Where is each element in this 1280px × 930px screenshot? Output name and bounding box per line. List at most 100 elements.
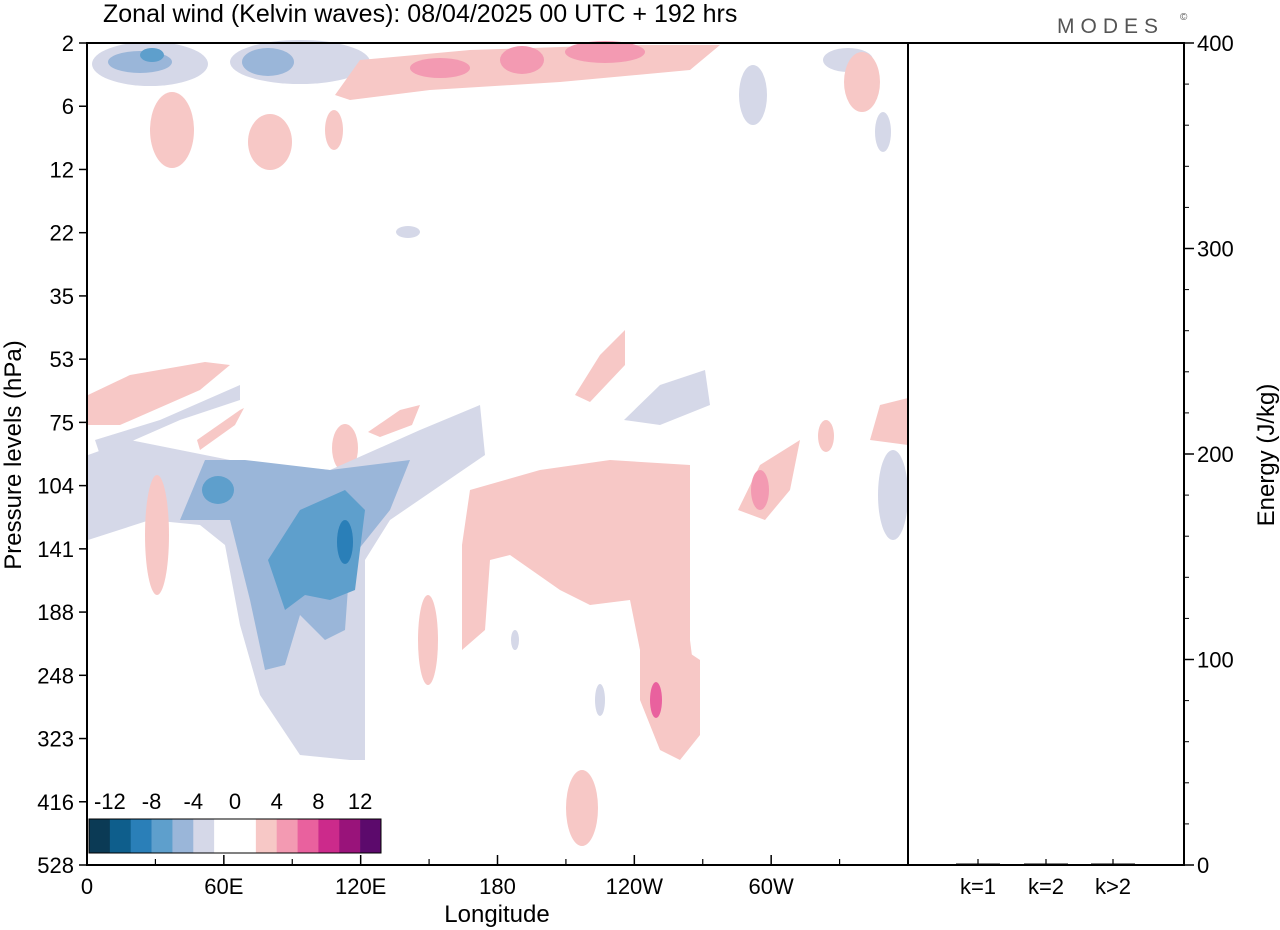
x-axis: 0 60E 120E 180 120W 60W xyxy=(81,855,841,899)
modes-logo: MODES © xyxy=(1057,12,1188,38)
neg-blob-188hpa xyxy=(511,630,519,650)
x-tick-label: 60W xyxy=(749,874,794,899)
pos-blob-104hpa-east-core xyxy=(751,470,769,510)
pos-blob-90hpa xyxy=(818,420,834,452)
y-tick-label: 22 xyxy=(50,221,74,246)
colorbar-label: 4 xyxy=(271,789,283,814)
logo-text: MODES xyxy=(1057,15,1164,38)
x-tick-label: 60E xyxy=(204,874,243,899)
energy-category-label: k>2 xyxy=(1095,874,1131,899)
y-tick-label: 75 xyxy=(50,410,74,435)
energy-tick-label: 400 xyxy=(1197,31,1234,56)
pos-blob-141hpa-west xyxy=(145,475,169,595)
x-tick-label: 180 xyxy=(479,874,516,899)
colorbar-swatch xyxy=(255,819,278,853)
colorbar-swatch xyxy=(235,819,257,853)
energy-panel-frame xyxy=(907,42,1185,866)
pos-blob-75hpa-mid xyxy=(197,408,244,450)
energy-category-label: k=2 xyxy=(1028,874,1064,899)
pos-blob-104hpa-east xyxy=(738,440,800,520)
y-tick-label: 416 xyxy=(37,790,74,815)
colorbar-swatch xyxy=(360,819,382,853)
pos-blob-upper-west xyxy=(150,92,194,168)
neg-blob-upper-mid-core xyxy=(242,48,294,76)
energy-bars: k=1 k=2 k>2 xyxy=(956,859,1135,899)
y-tick-label: 528 xyxy=(37,853,74,878)
neg-band-75hpa xyxy=(95,385,240,455)
pos-blob-75hpa-east xyxy=(368,405,420,437)
colorbar-label: -8 xyxy=(142,789,162,814)
neg-blob-upper-west-core xyxy=(140,48,164,62)
energy-axis-label: Energy (J/kg) xyxy=(1253,384,1280,527)
kelvin-wave-field xyxy=(88,40,908,846)
pos-blob-upper-east xyxy=(844,52,880,112)
y-tick-label: 6 xyxy=(62,94,74,119)
y-tick-label: 248 xyxy=(37,663,74,688)
colorbar-label: 0 xyxy=(229,789,241,814)
y-tick-label: 323 xyxy=(37,727,74,752)
logo-mark: © xyxy=(1180,12,1188,23)
energy-category-label: k=1 xyxy=(960,874,996,899)
colorbar-label: 8 xyxy=(312,789,324,814)
pos-blob-75hpa-west xyxy=(88,362,230,425)
y-tick-label: 188 xyxy=(37,600,74,625)
energy-tick-label: 300 xyxy=(1197,237,1234,262)
colorbar-swatch xyxy=(89,819,111,853)
y-tick-label: 2 xyxy=(62,31,74,56)
pos-band-upper-core-3 xyxy=(565,41,645,63)
colorbar-swatch xyxy=(172,819,194,853)
colorbar-label: 12 xyxy=(348,789,372,814)
colorbar-label: -4 xyxy=(184,789,204,814)
pos-blob-248hpa xyxy=(418,595,438,685)
pos-blob-75hpa-edge xyxy=(870,398,908,445)
chart-title: Zonal wind (Kelvin waves): 08/04/2025 00… xyxy=(103,0,737,28)
colorbar-swatch xyxy=(339,819,361,853)
neg-blob-248hpa xyxy=(595,684,605,716)
pos-blob-53hpa xyxy=(575,330,625,402)
colorbar-swatch xyxy=(109,819,132,853)
pos-blob-104hpa xyxy=(332,424,358,472)
neg-plume-core xyxy=(337,520,353,564)
neg-plume-strong xyxy=(268,490,365,610)
pos-band-upper-core-2 xyxy=(500,46,544,74)
energy-tick-label: 100 xyxy=(1197,648,1234,673)
colorbar: -12 -8 -4 0 4 8 12 xyxy=(88,789,382,854)
x-tick-label: 0 xyxy=(81,874,93,899)
colorbar-swatch xyxy=(193,819,215,853)
colorbar-swatch xyxy=(214,819,236,853)
pos-blob-12hpa xyxy=(248,114,292,170)
pos-plume-lower-core xyxy=(650,682,662,718)
x-axis-label: Longitude xyxy=(444,901,549,928)
colorbar-swatch xyxy=(318,819,340,853)
neg-blob-upper-edge xyxy=(875,112,891,152)
energy-axis: 0 100 200 300 400 xyxy=(1184,31,1234,878)
energy-tick-label: 200 xyxy=(1197,442,1234,467)
pos-plume-lower xyxy=(640,640,700,760)
energy-tick-label: 0 xyxy=(1197,853,1209,878)
y-tick-label: 12 xyxy=(50,157,74,182)
y-tick-label: 104 xyxy=(37,474,74,499)
neg-blob-75hpa-east xyxy=(624,370,710,425)
colorbar-swatch xyxy=(130,819,152,853)
colorbar-label: -12 xyxy=(94,789,126,814)
pos-plume-main xyxy=(462,460,700,735)
colorbar-swatch xyxy=(151,819,173,853)
y-axis-label: Pressure levels (hPa) xyxy=(0,340,27,569)
pos-band-upper-core-1 xyxy=(410,58,470,78)
x-tick-label: 120E xyxy=(335,874,386,899)
neg-blob-22hpa xyxy=(396,226,420,238)
neg-plume-west-core xyxy=(202,476,234,504)
colorbar-frame xyxy=(88,818,382,854)
pos-blob-12hpa-east xyxy=(325,110,343,150)
y-tick-label: 141 xyxy=(37,537,74,562)
colorbar-swatch xyxy=(276,819,298,853)
neg-blob-upper-east xyxy=(739,65,767,125)
neg-blob-104hpa-edge xyxy=(878,450,908,540)
colorbar-swatch xyxy=(297,819,319,853)
y-axis: 2 6 12 22 35 53 75 104 141 188 248 323 416 528 xyxy=(37,31,87,878)
y-tick-label: 35 xyxy=(50,284,74,309)
y-tick-label: 53 xyxy=(50,347,74,372)
pos-blob-416hpa xyxy=(566,770,598,846)
x-tick-label: 120W xyxy=(606,874,664,899)
